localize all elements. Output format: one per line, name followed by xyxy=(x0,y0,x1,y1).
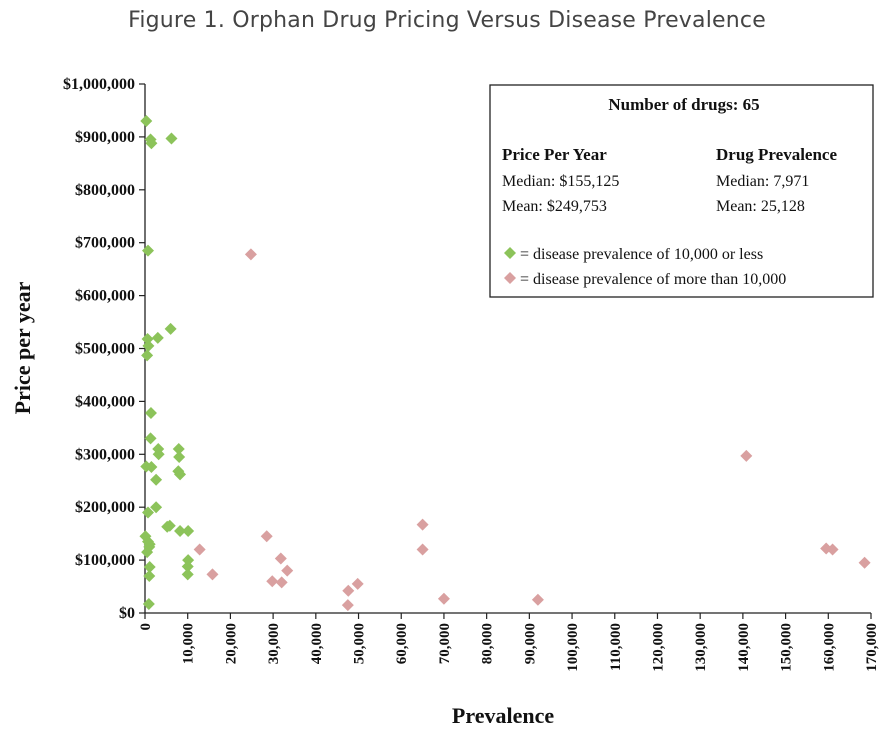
legend-info-box: Number of drugs: 65 Price Per Year Media… xyxy=(489,84,874,298)
y-tick-label: $700,000 xyxy=(75,235,135,252)
data-point xyxy=(173,450,186,463)
x-tick-label: 120,000 xyxy=(650,623,666,672)
y-tick-label: $1,000,000 xyxy=(63,76,135,93)
price-mean: Mean: $249,753 xyxy=(502,198,607,215)
data-point xyxy=(181,560,194,573)
y-tick-label: $100,000 xyxy=(75,552,135,569)
data-point xyxy=(244,248,257,261)
data-point xyxy=(281,564,294,577)
data-point xyxy=(274,552,287,565)
data-point xyxy=(165,132,178,145)
x-tick-label: 60,000 xyxy=(394,623,410,664)
x-tick-label: 160,000 xyxy=(821,623,837,672)
data-point xyxy=(740,449,753,462)
data-point xyxy=(341,599,354,612)
data-point xyxy=(266,575,279,588)
price-column-title: Price Per Year xyxy=(502,145,607,164)
figure-title: Figure 1. Orphan Drug Pricing Versus Dis… xyxy=(128,8,766,33)
prevalence-mean: Mean: 25,128 xyxy=(716,198,805,215)
prevalence-column-title: Drug Prevalence xyxy=(716,145,837,164)
data-point xyxy=(260,530,273,543)
data-point xyxy=(143,569,156,582)
data-point xyxy=(141,349,154,362)
x-tick-label: 150,000 xyxy=(779,623,795,672)
x-tick-label: 0 xyxy=(138,623,154,631)
data-point xyxy=(182,525,195,538)
data-point xyxy=(206,568,219,581)
x-tick-label: 70,000 xyxy=(437,623,453,664)
data-points xyxy=(139,115,871,612)
data-point xyxy=(193,543,206,556)
data-point xyxy=(174,468,187,481)
data-point xyxy=(144,407,157,420)
data-point xyxy=(164,322,177,335)
data-point xyxy=(143,538,156,551)
y-tick-label: $500,000 xyxy=(75,341,135,358)
y-tick-label: $300,000 xyxy=(75,446,135,463)
x-tick-label: 30,000 xyxy=(266,623,282,664)
y-tick-label: $900,000 xyxy=(75,129,135,146)
x-tick-label: 10,000 xyxy=(181,623,197,664)
y-ticks: $0 $100,000 $200,000 $300,000 $400,000 $500,0… xyxy=(63,76,145,622)
data-point xyxy=(144,432,157,445)
data-point xyxy=(163,519,176,532)
legend-heading: Number of drugs: 65 xyxy=(608,95,759,114)
legend-entry-high-prevalence: = disease prevalence of more than 10,000 xyxy=(520,271,786,288)
data-point xyxy=(416,518,429,531)
series-high-prevalence xyxy=(193,248,871,612)
data-point xyxy=(342,584,355,597)
data-point xyxy=(416,543,429,556)
data-point xyxy=(141,244,154,257)
data-point xyxy=(142,339,155,352)
data-point xyxy=(858,556,871,569)
x-axis-label: Prevalence xyxy=(452,703,554,728)
data-point xyxy=(151,331,164,344)
x-ticks: 0 10,000 20,000 30,000 40,000 50,000 60,000 70,… xyxy=(138,613,880,672)
series-low-prevalence xyxy=(139,115,195,611)
y-tick-label: $200,000 xyxy=(75,499,135,516)
y-axis-label: Price per year xyxy=(10,281,35,414)
data-point xyxy=(172,443,185,456)
x-tick-label: 90,000 xyxy=(522,623,538,664)
legend-marker-pink-diamond xyxy=(504,272,516,284)
data-point xyxy=(275,576,288,589)
data-point xyxy=(145,460,158,473)
y-tick-label: $0 xyxy=(119,605,135,622)
data-point xyxy=(142,598,155,611)
legend-marker-green-diamond xyxy=(504,247,516,259)
data-point xyxy=(150,473,163,486)
x-tick-label: 110,000 xyxy=(608,623,624,671)
data-point xyxy=(141,332,154,345)
data-point xyxy=(174,525,187,538)
data-point xyxy=(150,501,163,514)
data-point xyxy=(531,593,544,606)
data-point xyxy=(826,543,839,556)
price-median: Median: $155,125 xyxy=(502,173,619,190)
x-tick-label: 140,000 xyxy=(736,623,752,672)
legend-entry-low-prevalence: = disease prevalence of 10,000 or less xyxy=(520,246,763,263)
y-tick-label: $400,000 xyxy=(75,393,135,410)
legend-box-frame xyxy=(489,84,874,298)
y-tick-label: $800,000 xyxy=(75,182,135,199)
data-point xyxy=(181,568,194,581)
data-point xyxy=(437,592,450,605)
data-point xyxy=(143,560,156,573)
data-point xyxy=(351,577,364,590)
data-point xyxy=(141,506,154,519)
x-tick-label: 80,000 xyxy=(480,623,496,664)
y-tick-label: $600,000 xyxy=(75,288,135,305)
data-point xyxy=(140,115,153,128)
x-tick-label: 130,000 xyxy=(693,623,709,672)
prevalence-median: Median: 7,971 xyxy=(716,173,809,190)
x-tick-label: 50,000 xyxy=(352,623,368,664)
data-point xyxy=(152,448,165,461)
data-point xyxy=(145,137,158,150)
x-tick-label: 100,000 xyxy=(565,623,581,672)
x-tick-label: 20,000 xyxy=(223,623,239,664)
x-tick-label: 40,000 xyxy=(309,623,325,664)
x-tick-label: 170,000 xyxy=(864,623,880,672)
